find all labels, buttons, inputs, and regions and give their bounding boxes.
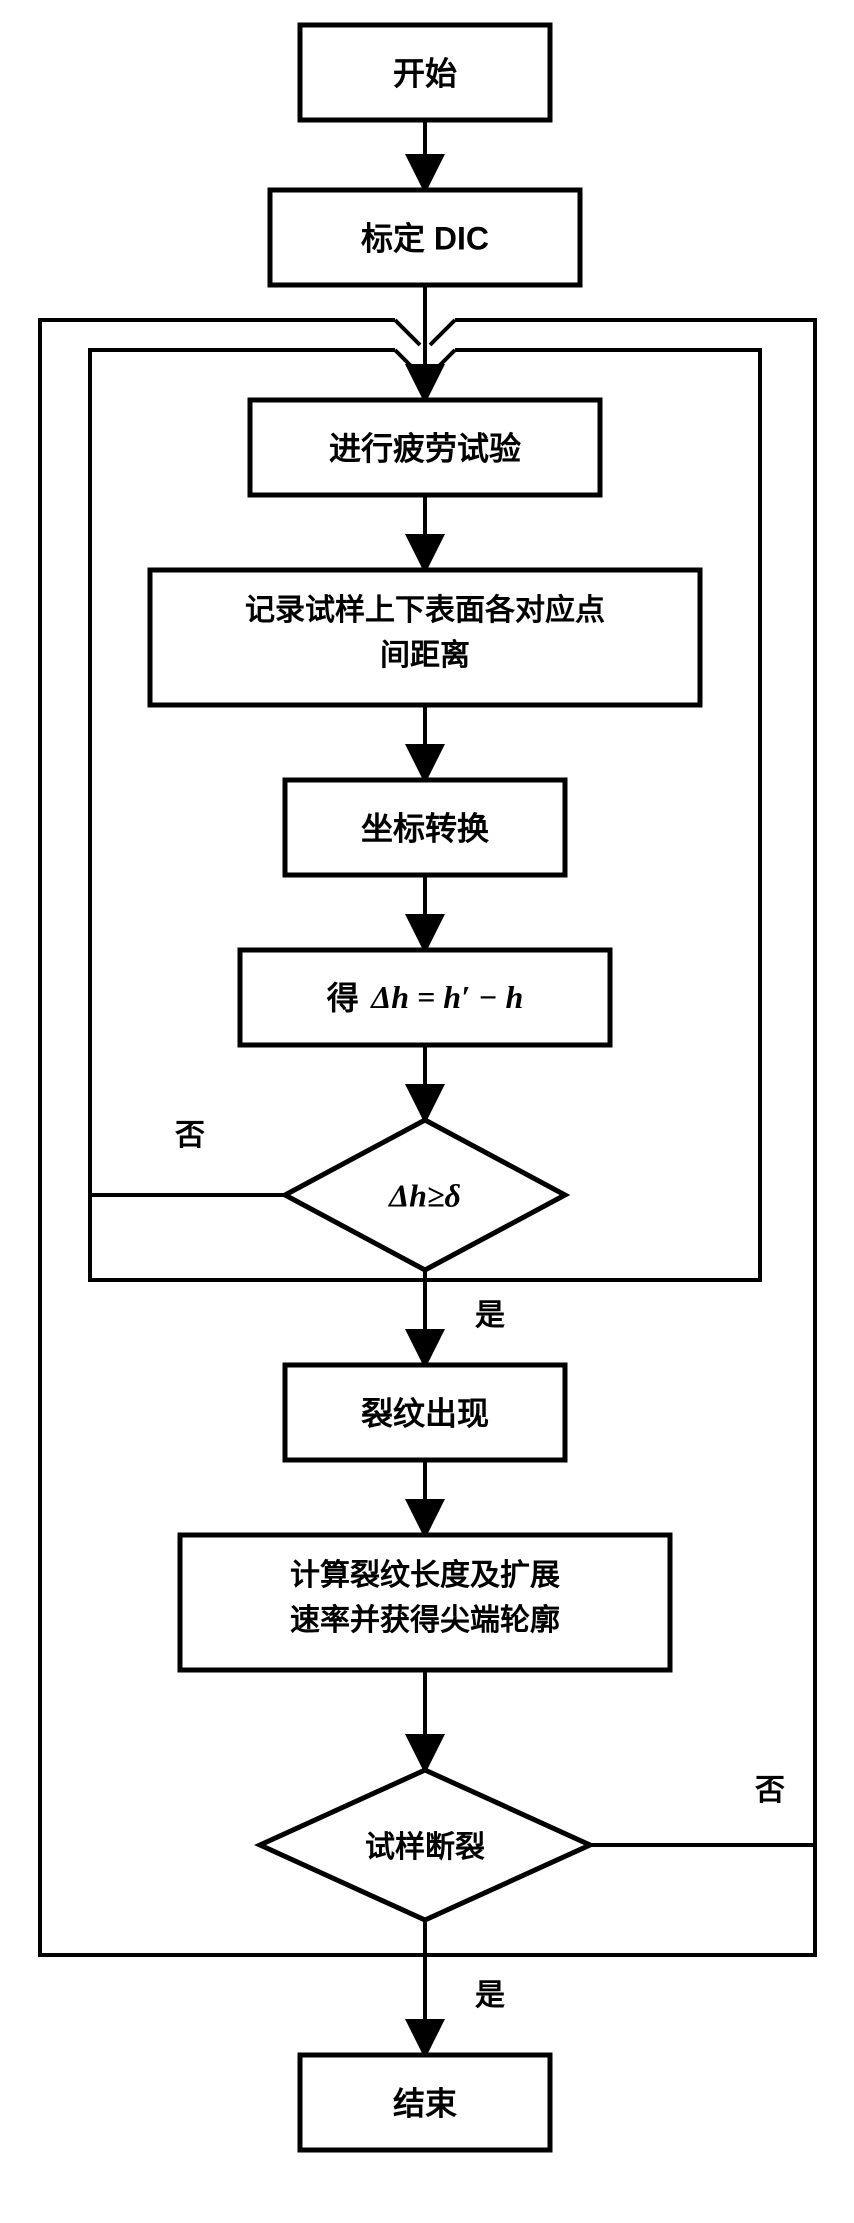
loop-entry-tick-right-inner xyxy=(430,350,455,375)
label-d1-yes: 是 xyxy=(475,1299,505,1332)
node-calc-line1: 计算裂纹长度及扩展 xyxy=(290,1558,560,1592)
node-record-line1: 记录试样上下表面各对应点 xyxy=(245,593,605,627)
node-fatigue-label: 进行疲劳试验 xyxy=(329,430,521,466)
label-d2-yes: 是 xyxy=(475,1979,505,2012)
node-record-line2: 间距离 xyxy=(380,639,470,672)
node-end-label: 结束 xyxy=(393,2085,457,2121)
label-d2-no: 否 xyxy=(755,1774,785,1807)
node-decision2-label: 试样断裂 xyxy=(365,1831,485,1864)
node-calibrate-label: 标定 DIC xyxy=(361,220,489,256)
node-calc-line2: 速率并获得尖端轮廓 xyxy=(290,1603,560,1637)
loop-entry-tick-left-inner xyxy=(395,350,420,375)
loop-entry-tick-left-outer xyxy=(395,320,420,345)
node-calc-crack xyxy=(180,1535,670,1670)
node-crack-label: 裂纹出现 xyxy=(361,1395,489,1431)
node-start-label: 开始 xyxy=(393,55,457,91)
loop-entry-tick-right-outer xyxy=(430,320,455,345)
node-formula-text: 得 Δh = h′ − h xyxy=(327,979,524,1016)
label-d1-no: 否 xyxy=(175,1119,205,1152)
node-record-dist xyxy=(150,570,700,705)
node-decision1-label: Δh≥δ xyxy=(387,1177,461,1213)
node-coord-label: 坐标转换 xyxy=(361,810,489,846)
